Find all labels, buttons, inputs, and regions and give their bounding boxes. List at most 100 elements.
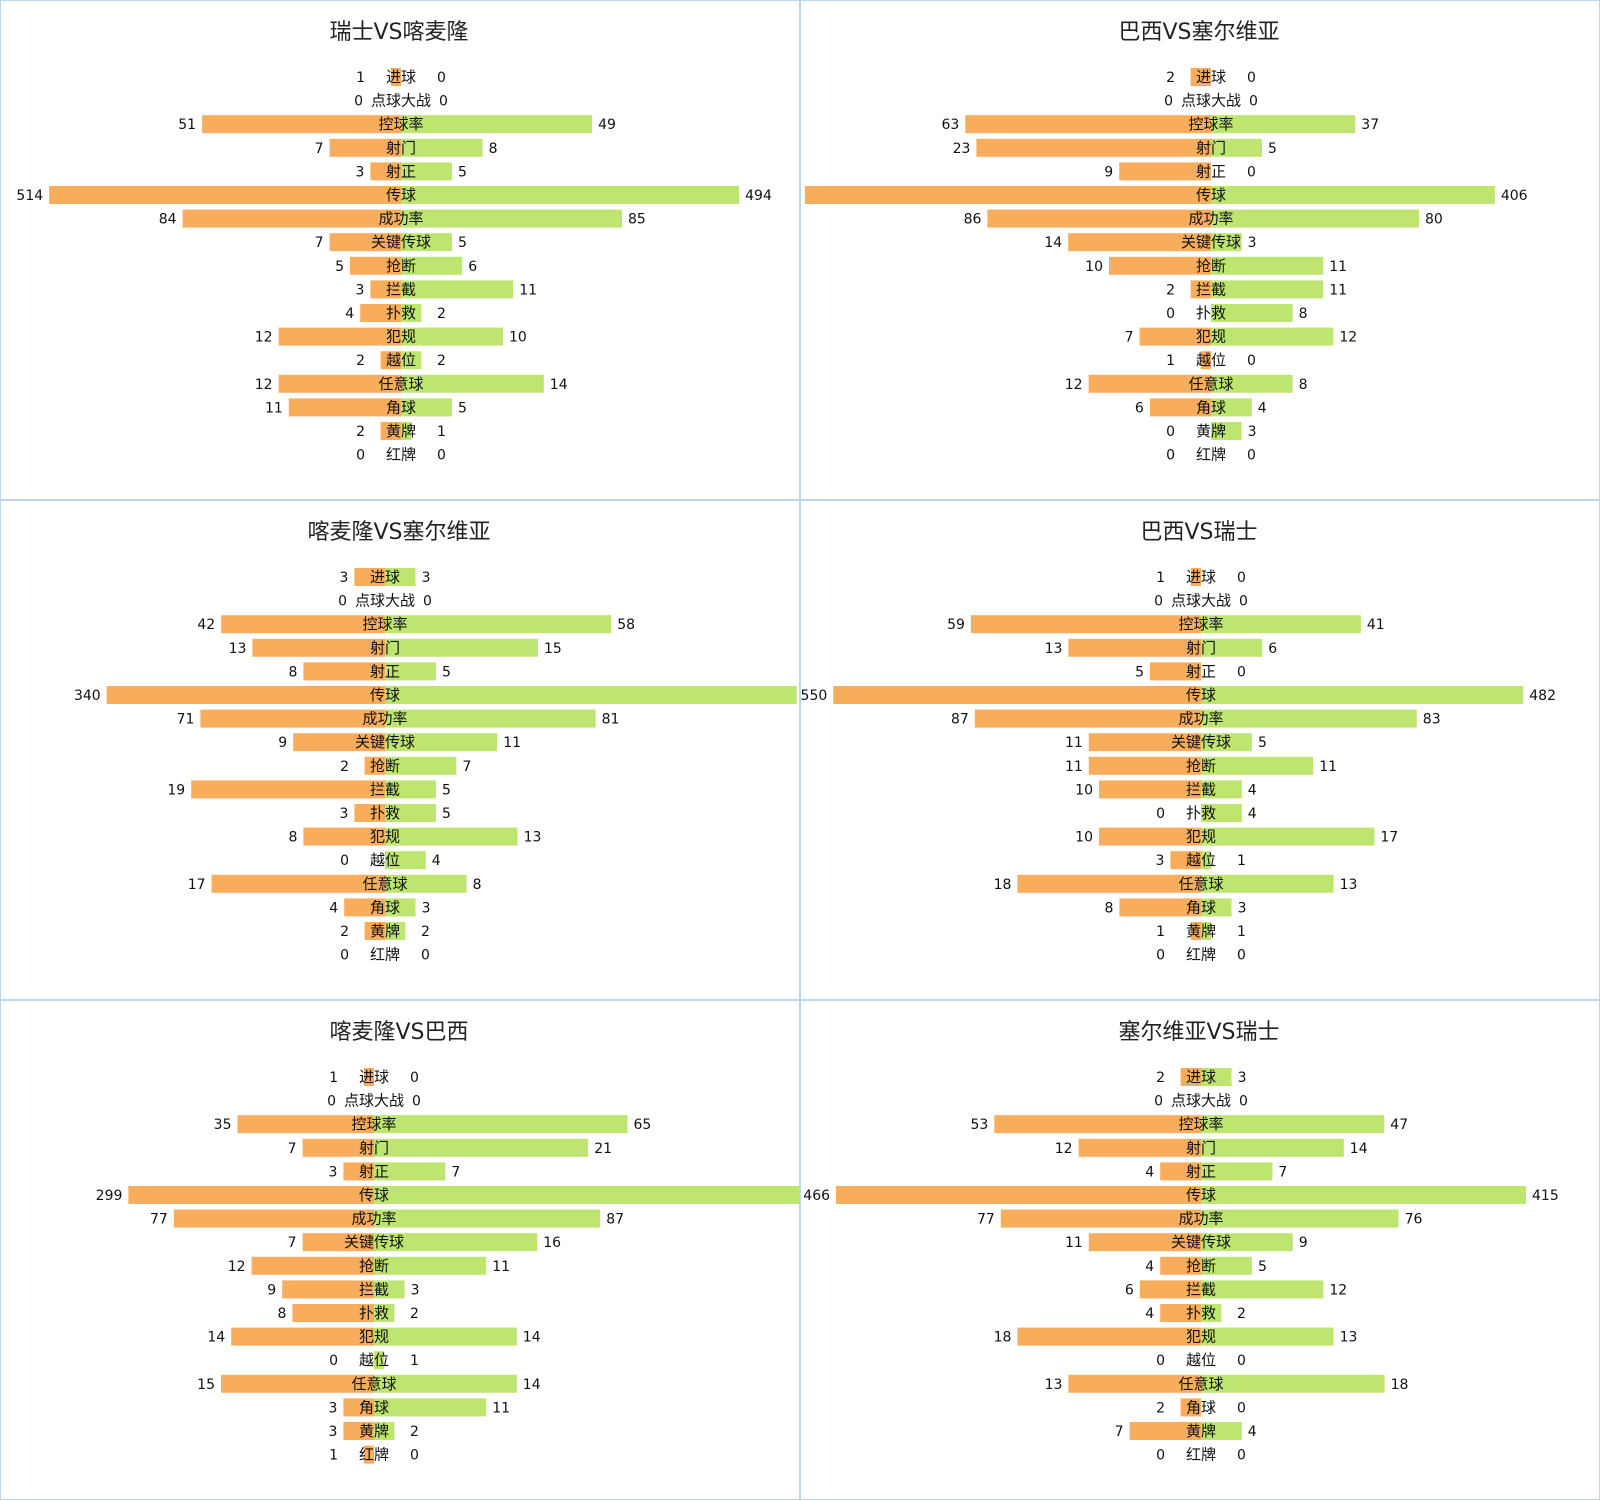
left-value-label: 4: [1145, 1164, 1154, 1180]
left-team-bar: [173, 1209, 374, 1228]
stat-row: 抢断 12 11: [228, 1256, 510, 1275]
left-value-label: 1: [329, 1070, 338, 1086]
right-value-label: 87: [606, 1212, 624, 1228]
left-value-label: 1: [1156, 570, 1165, 586]
right-value-label: 4: [1248, 806, 1257, 822]
stat-row: 传球299541: [96, 1186, 801, 1204]
stat-row: 射门 12 14: [1055, 1138, 1368, 1157]
category-label: 任意球: [1188, 375, 1233, 393]
right-team-bar: [374, 1115, 628, 1134]
left-value-label: 14: [207, 1330, 225, 1346]
left-value-label: 59: [947, 617, 965, 633]
right-value-label: 47: [1390, 1117, 1408, 1133]
right-value-label: 482: [1529, 688, 1556, 704]
right-value-label: 0: [1249, 94, 1258, 110]
right-team-bar: [1211, 327, 1334, 346]
right-value-label: 0: [423, 594, 432, 610]
right-team-bar: [385, 709, 596, 728]
stat-row: 射正 9 0: [1104, 162, 1256, 181]
right-value-label: 0: [1239, 1094, 1248, 1110]
category-label: 射门: [359, 1139, 389, 1157]
category-label: 红牌: [1196, 446, 1226, 464]
right-value-label: 49: [598, 117, 616, 133]
category-label: 抢断: [1196, 257, 1226, 275]
left-team-bar: [1139, 1280, 1201, 1299]
right-value-label: 11: [492, 1259, 510, 1275]
category-label: 进球: [370, 568, 400, 586]
left-team-bar: [344, 898, 385, 917]
left-team-bar: [1068, 1374, 1201, 1393]
category-label: 成功率: [351, 1210, 396, 1228]
right-value-label: 0: [437, 448, 446, 464]
right-team-bar: [401, 256, 463, 275]
chart-title: 巴西VS塞尔维亚: [1118, 20, 1279, 45]
stat-row: 角球 2 0: [1156, 1398, 1246, 1417]
left-value-label: 2: [356, 353, 365, 369]
right-team-bar: [385, 898, 416, 917]
stat-row: 黄牌 2 2: [340, 922, 430, 940]
left-team-bar: [106, 686, 385, 704]
left-team-bar: [49, 186, 402, 204]
stat-row: 任意球 15 14: [197, 1374, 541, 1393]
right-team-bar: [1201, 1422, 1242, 1440]
left-team-bar: [1119, 162, 1211, 181]
left-team-bar: [1068, 233, 1211, 252]
right-value-label: 6: [1268, 641, 1277, 657]
stat-row: 进球 1 0: [1156, 568, 1246, 586]
left-value-label: 18: [994, 1330, 1012, 1346]
left-value-label: 3: [355, 282, 364, 298]
stat-row: 黄牌 2 1: [356, 422, 446, 440]
category-label: 犯规: [359, 1328, 389, 1346]
left-team-bar: [1068, 638, 1201, 657]
left-team-bar: [1088, 756, 1201, 775]
stat-row: 关键传球 7 5: [315, 233, 467, 252]
right-value-label: 3: [1248, 235, 1257, 251]
category-label: 犯规: [1196, 328, 1226, 346]
category-label: 进球: [1186, 568, 1216, 586]
left-value-label: 87: [951, 712, 969, 728]
stat-row: 黄牌 1 1: [1156, 922, 1246, 940]
right-team-bar: [401, 422, 412, 440]
right-team-bar: [1201, 1327, 1334, 1346]
left-team-bar: [804, 186, 1211, 204]
left-value-label: 23: [953, 141, 971, 157]
right-value-label: 18: [1391, 1377, 1409, 1393]
match-stats-panel: 喀麦隆VS塞尔维亚 进球 3 3 点球大战 0 0 控球率 42 58 射门 13 15 射正 8 5 传球 34…: [0, 500, 800, 1000]
left-team-bar: [1099, 827, 1201, 846]
right-value-label: 2: [437, 306, 446, 322]
category-label: 成功率: [1188, 210, 1233, 228]
left-team-bar: [303, 827, 385, 846]
right-value-label: 83: [1423, 712, 1441, 728]
left-team-bar: [200, 709, 385, 728]
stat-row: 控球率 59 41: [947, 615, 1385, 634]
right-value-label: 2: [437, 353, 446, 369]
right-team-bar: [1211, 256, 1324, 275]
right-value-label: 0: [1237, 664, 1246, 680]
stat-row: 关键传球 11 9: [1065, 1233, 1308, 1252]
left-value-label: 5: [335, 259, 344, 275]
right-value-label: 5: [442, 806, 451, 822]
stat-row: 越位 0 1: [329, 1351, 419, 1370]
right-team-bar: [1211, 115, 1356, 134]
stat-row: 关键传球 7 16: [288, 1233, 561, 1252]
stat-row: 黄牌 3 2: [328, 1422, 419, 1440]
left-team-bar: [292, 1304, 374, 1322]
left-value-label: 9: [278, 735, 287, 751]
right-team-bar: [1201, 898, 1232, 917]
category-label: 传球: [386, 186, 416, 204]
stat-row: 控球率 51 49: [178, 115, 616, 134]
right-team-bar: [1201, 686, 1524, 704]
right-value-label: 12: [1339, 330, 1357, 346]
left-team-bar: [288, 398, 401, 417]
left-team-bar: [364, 756, 385, 775]
category-label: 射正: [359, 1162, 389, 1180]
left-team-bar: [370, 280, 401, 299]
stat-row: 角球 6 4: [1135, 398, 1267, 417]
left-value-label: 2: [340, 924, 349, 940]
right-team-bar: [1201, 615, 1361, 634]
right-value-label: 8: [1299, 377, 1308, 393]
right-value-label: 3: [1248, 424, 1257, 440]
left-value-label: 4: [1145, 1259, 1154, 1275]
left-value-label: 0: [1164, 94, 1173, 110]
left-team-bar: [354, 804, 385, 822]
